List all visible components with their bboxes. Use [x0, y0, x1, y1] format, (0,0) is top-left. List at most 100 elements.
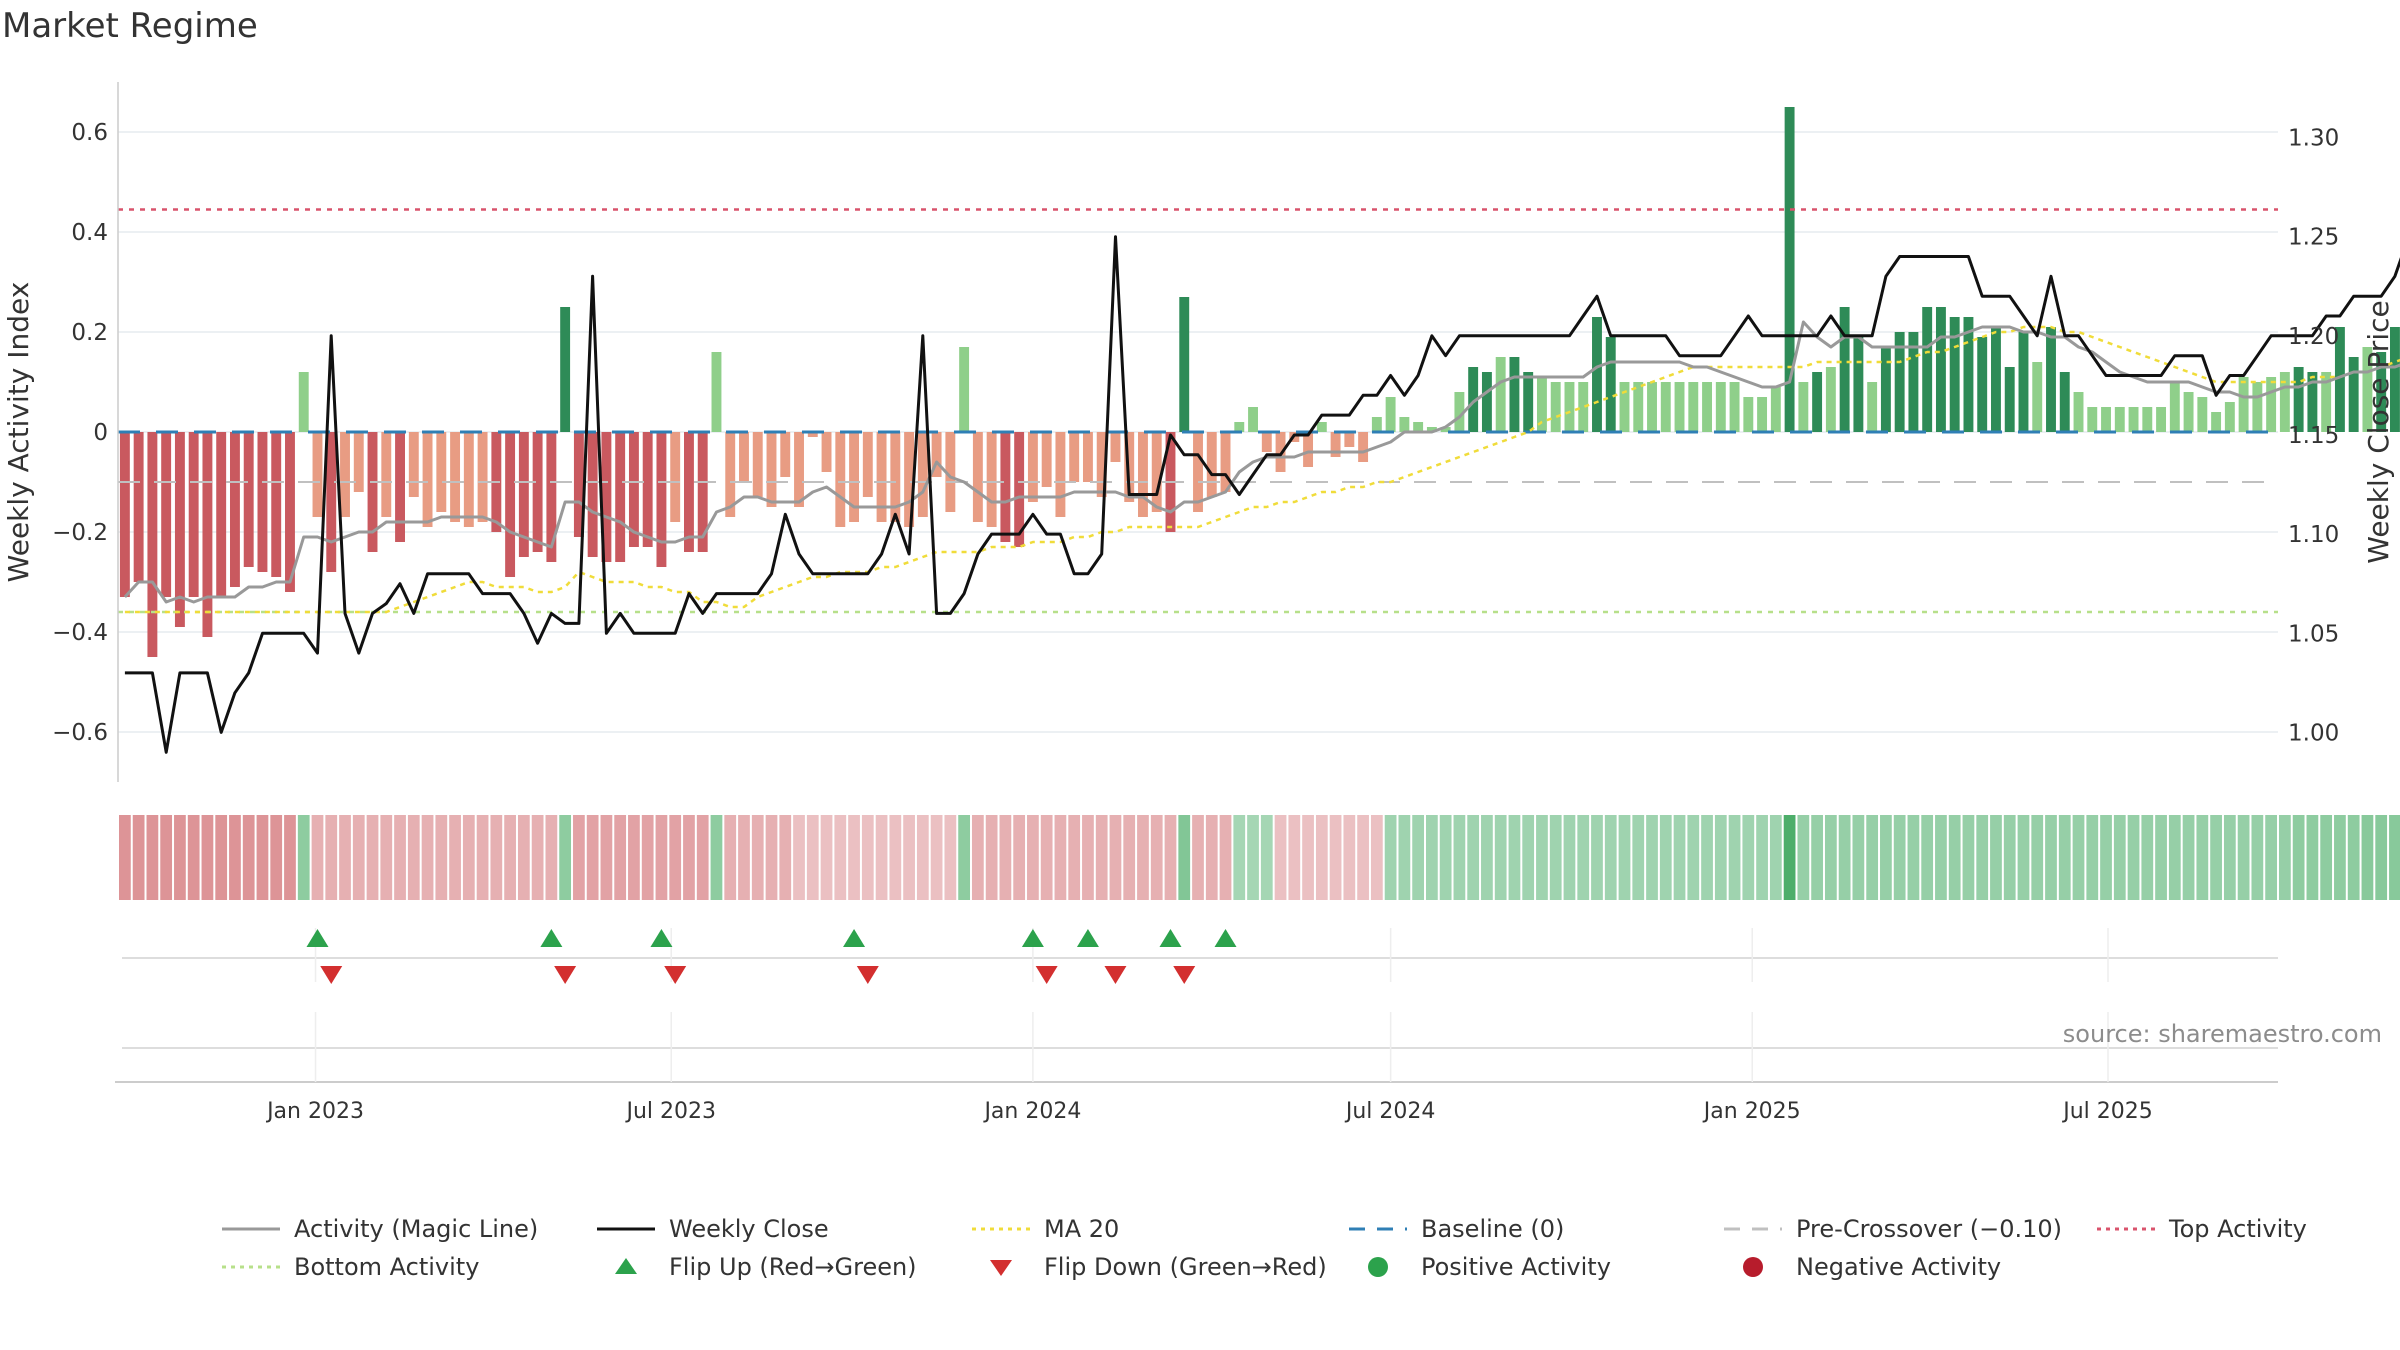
legend-item-flipup: Flip Up (Red→Green): [595, 1250, 917, 1284]
regime-strip-cell: [1522, 815, 1535, 900]
activity-bar-negative: [174, 432, 185, 627]
magic-line: [123, 320, 2400, 604]
activity-bar-positive: [1715, 382, 1726, 432]
axes: 0.6 0.4 0.2 0 −0.2 −0.4 −0.6 1.30 1.25 1.20 1.15 1.…: [2, 82, 2395, 782]
regime-strip-cell: [2168, 815, 2181, 900]
regime-strip-cell: [559, 815, 572, 900]
activity-bar-positive: [1812, 372, 1823, 432]
regime-strip-cell: [1742, 815, 1755, 900]
activity-bar-positive: [2004, 367, 2015, 432]
flip-markers: [122, 928, 2278, 984]
regime-strip-cell: [352, 815, 365, 900]
regime-strip-cell: [462, 815, 475, 900]
activity-bar-positive: [1935, 307, 1946, 432]
regime-strip-cell: [531, 815, 544, 900]
activity-bar-positive: [2087, 407, 2098, 432]
regime-strip-cell: [1604, 815, 1617, 900]
y-left-tick-label: −0.4: [52, 620, 108, 646]
regime-strip-cell: [2058, 815, 2071, 900]
activity-bar-positive: [1702, 382, 1712, 432]
activity-bar-negative: [381, 432, 392, 517]
activity-bar-positive: [1248, 407, 1258, 432]
activity-bar-positive: [2211, 412, 2222, 432]
activity-bar-positive: [2142, 407, 2153, 432]
regime-strip-cell: [1178, 815, 1191, 900]
regime-strip-cell: [1756, 815, 1768, 900]
activity-bar-positive: [2156, 407, 2167, 432]
regime-strip-cell: [1976, 815, 1989, 900]
flip-down-marker: [1173, 966, 1196, 984]
activity-bar-negative: [1275, 432, 1286, 472]
activity-bar-positive: [2293, 367, 2304, 432]
regime-strip-cell: [2155, 815, 2167, 900]
legend-label: Weekly Close: [669, 1215, 829, 1243]
activity-bar-positive: [2018, 332, 2029, 432]
regime-strip-cell: [1659, 815, 1672, 900]
regime-strip-cell: [1095, 815, 1108, 900]
activity-bar-positive: [2362, 347, 2373, 432]
activity-bar-negative: [890, 432, 901, 522]
activity-bar-negative: [147, 432, 158, 657]
activity-bar-negative: [697, 432, 708, 552]
regime-strip-cell: [724, 815, 737, 900]
regime-strip-cell: [903, 815, 915, 900]
regime-strip-cell: [1233, 815, 1246, 900]
activity-bar-negative: [518, 432, 529, 557]
regime-strip-cell: [421, 815, 434, 900]
regime-strip-cell: [242, 815, 255, 900]
activity-bar-positive: [1729, 382, 1740, 432]
activity-bar-positive: [1413, 422, 1424, 432]
y-left-tick-label: 0: [93, 420, 108, 446]
regime-strip-cell: [710, 815, 723, 900]
regime-strip-cell: [1398, 815, 1411, 900]
activity-bar-negative: [862, 432, 873, 497]
legend-swatch-pos: [1368, 1257, 1388, 1277]
activity-bar-positive: [298, 372, 309, 432]
regime-strip-cell: [284, 815, 296, 900]
regime-strip-cell: [2347, 815, 2360, 900]
activity-bar-negative: [1206, 432, 1217, 497]
activity-bar-negative: [1096, 432, 1107, 497]
regime-strip-cell: [999, 815, 1012, 900]
regime-strip-cell: [119, 815, 131, 900]
activity-bar-positive: [1908, 332, 1919, 432]
regime-strip-cell: [132, 815, 145, 900]
regime-strip-cell: [2003, 815, 2016, 900]
regime-strip-cell: [655, 815, 668, 900]
regime-strip-cell: [1618, 815, 1631, 900]
regime-strip-cell: [820, 815, 833, 900]
ma20-line: [124, 325, 2400, 614]
activity-bar-negative: [1014, 432, 1025, 547]
regime-strip-cell: [2375, 815, 2388, 900]
activity-bar-negative: [188, 432, 199, 597]
activity-bar-positive: [2307, 372, 2318, 432]
regime-strip-cell: [985, 815, 998, 900]
regime-strip-cell: [793, 815, 805, 900]
flip-up-marker: [650, 929, 673, 947]
activity-bar-negative: [1027, 432, 1038, 502]
regime-strip-cell: [229, 815, 241, 900]
activity-bar-positive: [2197, 397, 2208, 432]
flip-up-marker: [1214, 929, 1237, 947]
regime-strip-cell: [1880, 815, 1892, 900]
regime-strip-cell: [2223, 815, 2236, 900]
activity-bar-negative: [408, 432, 419, 497]
activity-bar-negative: [725, 432, 736, 517]
regime-strip-cell: [1962, 815, 1975, 900]
activity-bar-positive: [2169, 382, 2180, 432]
flip-down-marker: [554, 966, 577, 984]
activity-bar-negative: [450, 432, 461, 522]
legend-swatch-ma20: [972, 1227, 1030, 1231]
activity-bar-positive: [2238, 377, 2249, 432]
regime-strip-cell: [1315, 815, 1328, 900]
activity-bar-negative: [422, 432, 433, 527]
regime-strip-cell: [1948, 815, 1961, 900]
legend-item-precross: Pre-Crossover (−0.10): [1722, 1212, 2062, 1246]
regime-strip-cell: [545, 815, 558, 900]
activity-bar-positive: [2334, 327, 2345, 432]
regime-strip-cell: [2031, 815, 2044, 900]
legend-label: Top Activity: [2169, 1215, 2307, 1243]
regime-strip-cell: [889, 815, 902, 900]
regime-strip-cell: [1013, 815, 1026, 900]
regime-strip-cell: [160, 815, 173, 900]
